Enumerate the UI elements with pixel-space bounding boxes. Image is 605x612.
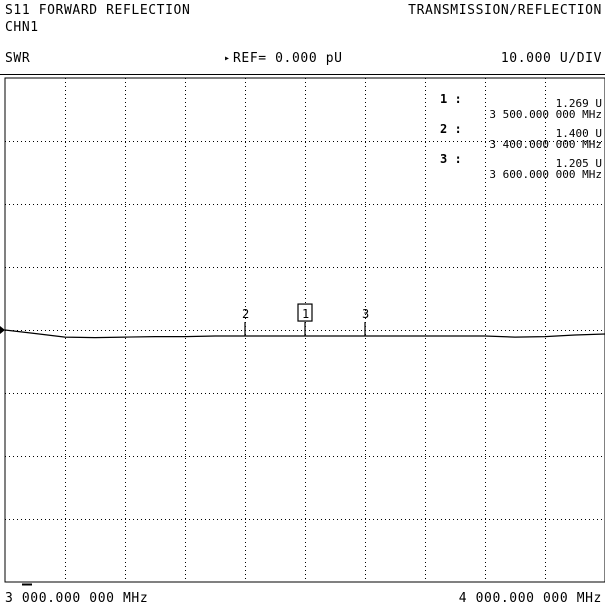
- measurement-title: S11 FORWARD REFLECTION: [5, 3, 191, 18]
- marker-box-1: [297, 303, 313, 322]
- reference-marker-icon: ▸: [224, 53, 231, 64]
- marker-readout-value-2: 1.400 U: [555, 127, 602, 140]
- marker-label-2: 2: [242, 307, 249, 321]
- marker-readout-label-2: 2 :: [440, 122, 462, 136]
- mode-title: TRANSMISSION/REFLECTION: [408, 3, 602, 18]
- stop-frequency: 4 000.000 000 MHz: [458, 591, 602, 606]
- scale-per-division: 10.000 U/DIV: [500, 51, 602, 66]
- marker-readout-label-1: 1 :: [440, 92, 462, 106]
- marker-readout-freq-2: 3 400.000 000 MHz: [489, 138, 602, 151]
- reference-position-arrow: [0, 326, 5, 334]
- start-frequency: 3 000.000 000 MHz: [5, 591, 149, 606]
- marker-readout-label-3: 3 :: [440, 152, 462, 166]
- marker-readout-freq-3: 3 600.000 000 MHz: [489, 168, 602, 181]
- marker-label-1: 1: [302, 307, 309, 321]
- format-label: SWR: [5, 51, 31, 66]
- marker-readout-freq-1: 3 500.000 000 MHz: [489, 108, 602, 121]
- marker-label-3: 3: [362, 307, 369, 321]
- reference-level: REF= 0.000 pU: [233, 51, 343, 66]
- marker-readout-value-3: 1.205 U: [555, 157, 602, 170]
- marker-readout-value-1: 1.269 U: [555, 97, 602, 110]
- channel-label: CHN1: [5, 20, 39, 35]
